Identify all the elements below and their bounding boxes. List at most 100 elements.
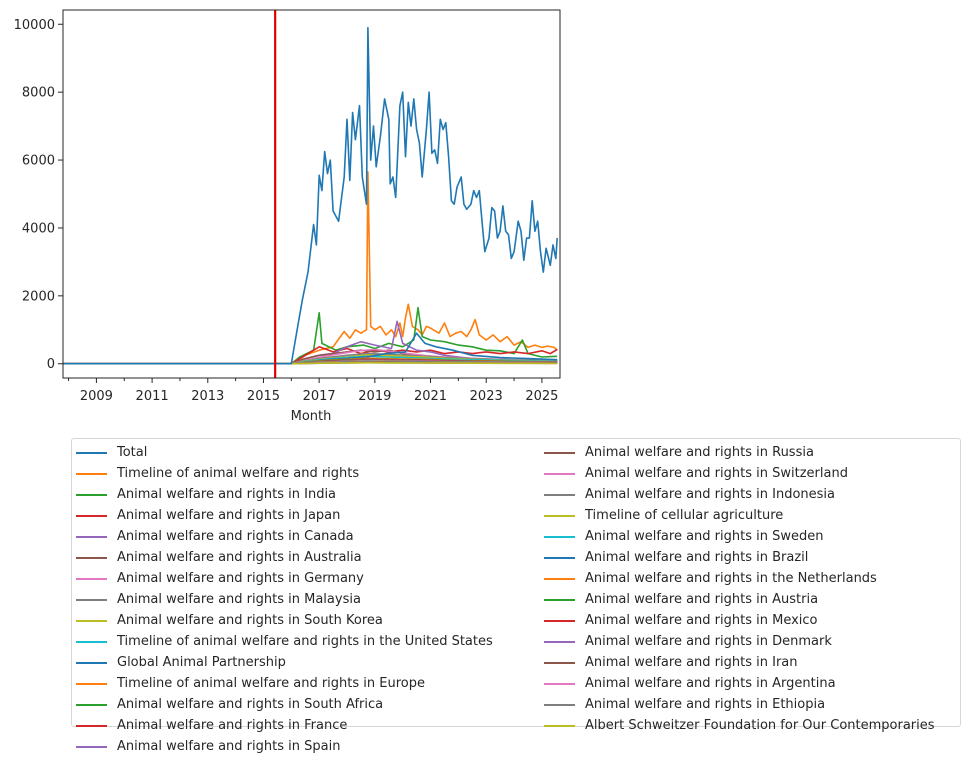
series-line-0 [63, 26, 558, 365]
series-line-28 [63, 361, 558, 365]
legend-item: Animal welfare and rights in Spain [72, 736, 493, 757]
legend-swatch [544, 493, 575, 496]
legend-item: Albert Schweitzer Foundation for Our Con… [540, 715, 935, 736]
legend: Total Timeline of animal welfare and righ… [71, 438, 961, 754]
legend-label: Animal welfare and rights in South Afric… [117, 697, 384, 712]
legend-item: Total [72, 442, 493, 463]
legend-label: Animal welfare and rights in Switzerland [585, 466, 848, 481]
legend-label: Timeline of cellular agriculture [585, 508, 784, 523]
legend-label: Timeline of animal welfare and rights in… [117, 634, 493, 649]
legend-label: Albert Schweitzer Foundation for Our Con… [585, 718, 935, 733]
x-tick-label: 2011 [136, 389, 169, 404]
legend-swatch [76, 619, 107, 622]
legend-label: Animal welfare and rights in Sweden [585, 529, 824, 544]
x-tick-label: 2015 [247, 389, 280, 404]
legend-label: Timeline of animal welfare and rights [117, 466, 360, 481]
y-tick-label: 6000 [22, 154, 55, 169]
legend-swatch [76, 514, 107, 517]
legend-swatch [544, 514, 575, 517]
legend-swatch [76, 745, 107, 748]
legend-item: Animal welfare and rights in Germany [72, 568, 493, 589]
x-tick-label: 2013 [191, 389, 224, 404]
y-tick-label: 10000 [14, 18, 55, 33]
legend-swatch [76, 703, 107, 706]
legend-swatch [76, 556, 107, 559]
legend-label: Animal welfare and rights in the Netherl… [585, 571, 877, 586]
series-line-1 [63, 171, 558, 365]
legend-swatch [544, 556, 575, 559]
x-axis-label: Month [291, 409, 332, 424]
legend-label: Animal welfare and rights in Russia [585, 445, 814, 460]
legend-label: Animal welfare and rights in France [117, 718, 348, 733]
legend-item: Animal welfare and rights in Ethiopia [540, 694, 935, 715]
series-line-2 [63, 306, 558, 365]
legend-swatch [76, 472, 107, 475]
legend-label: Animal welfare and rights in Austria [585, 592, 819, 607]
legend-swatch [76, 724, 107, 727]
legend-item: Animal welfare and rights in Mexico [540, 610, 935, 631]
legend-label: Animal welfare and rights in Brazil [585, 550, 809, 565]
legend-swatch [544, 451, 575, 454]
x-tick-label: 2019 [358, 389, 391, 404]
legend-item: Timeline of animal welfare and rights [72, 463, 493, 484]
legend-item: Animal welfare and rights in Austria [540, 589, 935, 610]
legend-label: Animal welfare and rights in South Korea [117, 613, 383, 628]
legend-item: Global Animal Partnership [72, 652, 493, 673]
legend-item: Animal welfare and rights in Switzerland [540, 463, 935, 484]
legend-swatch [544, 703, 575, 706]
legend-label: Animal welfare and rights in Iran [585, 655, 798, 670]
legend-swatch [544, 535, 575, 538]
legend-item: Animal welfare and rights in France [72, 715, 493, 736]
y-tick-label: 4000 [22, 221, 55, 236]
legend-swatch [76, 640, 107, 643]
plot-frame [62, 9, 561, 379]
y-tick-label: 2000 [22, 289, 55, 304]
legend-item: Timeline of animal welfare and rights in… [72, 631, 493, 652]
legend-label: Total [117, 445, 148, 460]
legend-item: Animal welfare and rights in Russia [540, 442, 935, 463]
legend-label: Animal welfare and rights in Canada [117, 529, 354, 544]
legend-label: Timeline of animal welfare and rights in… [117, 676, 425, 691]
legend-swatch [76, 682, 107, 685]
legend-label: Animal welfare and rights in Mexico [585, 613, 818, 628]
legend-item: Animal welfare and rights in Canada [72, 526, 493, 547]
y-tick-label: 8000 [22, 86, 55, 101]
legend-swatch [544, 598, 575, 601]
legend-column-right: Animal welfare and rights in Russia Anima… [540, 442, 935, 736]
legend-swatch [544, 472, 575, 475]
legend-item: Animal welfare and rights in Malaysia [72, 589, 493, 610]
legend-item: Animal welfare and rights in India [72, 484, 493, 505]
legend-item: Animal welfare and rights in Brazil [540, 547, 935, 568]
legend-label: Animal welfare and rights in Germany [117, 571, 364, 586]
legend-item: Animal welfare and rights in South Afric… [72, 694, 493, 715]
legend-item: Timeline of animal welfare and rights in… [72, 673, 493, 694]
legend-item: Animal welfare and rights in Iran [540, 652, 935, 673]
x-tick-label: 2017 [303, 389, 336, 404]
legend-item: Timeline of cellular agriculture [540, 505, 935, 526]
legend-item: Animal welfare and rights in Indonesia [540, 484, 935, 505]
legend-item: Animal welfare and rights in Sweden [540, 526, 935, 547]
legend-swatch [544, 619, 575, 622]
line-chart: 2009 2011 2013 2015 2017 2019 2021 2023 2025 0 20… [14, 9, 561, 424]
legend-label: Animal welfare and rights in Ethiopia [585, 697, 826, 712]
legend-swatch [544, 682, 575, 685]
x-tick-label: 2025 [525, 389, 558, 404]
legend-label: Animal welfare and rights in India [117, 487, 337, 502]
legend-item: Animal welfare and rights in Denmark [540, 631, 935, 652]
legend-label: Animal welfare and rights in Indonesia [585, 487, 835, 502]
legend-column-left: Total Timeline of animal welfare and righ… [72, 442, 493, 757]
legend-swatch [76, 598, 107, 601]
x-tick-label: 2023 [470, 389, 503, 404]
plot-lines [63, 26, 558, 365]
legend-swatch [544, 724, 575, 727]
legend-label: Animal welfare and rights in Malaysia [117, 592, 361, 607]
legend-item: Animal welfare and rights in the Netherl… [540, 568, 935, 589]
legend-swatch [76, 535, 107, 538]
legend-swatch [544, 640, 575, 643]
x-axis: 2009 2011 2013 2015 2017 2019 2021 2023 2025 [68, 378, 558, 404]
legend-label: Animal welfare and rights in Argentina [585, 676, 836, 691]
x-tick-label: 2009 [80, 389, 113, 404]
legend-swatch [76, 577, 107, 580]
legend-item: Animal welfare and rights in Argentina [540, 673, 935, 694]
legend-swatch [76, 493, 107, 496]
